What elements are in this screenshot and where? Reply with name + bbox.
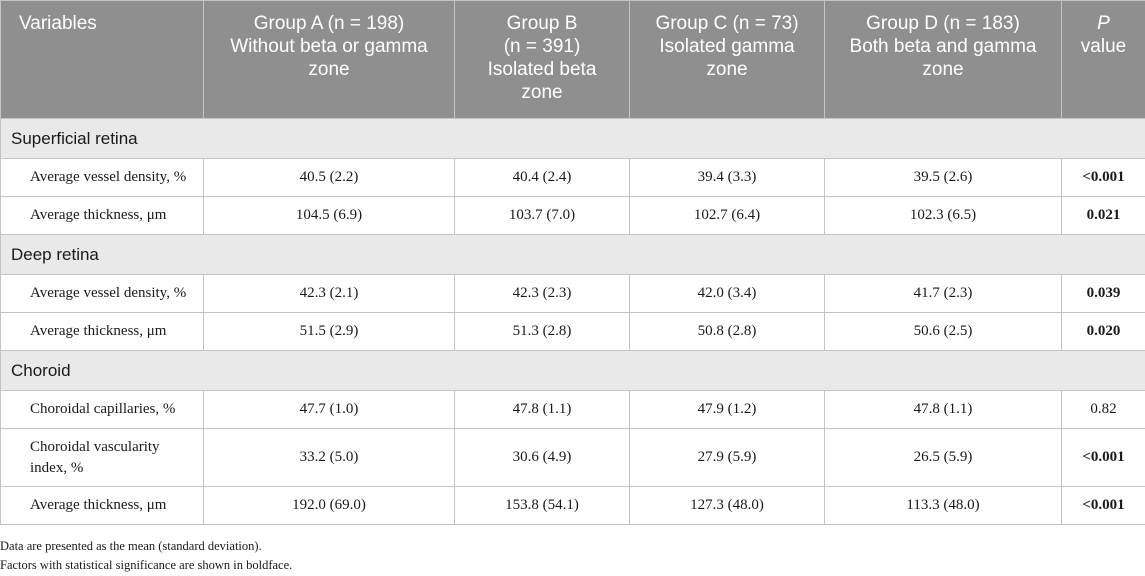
header-group-a: Group A (n = 198) Without beta or gamma … [203, 0, 455, 119]
p-value-cell: <0.001 [1061, 158, 1145, 197]
table-row: Average vessel density, % 40.5 (2.2) 40.… [0, 158, 1145, 197]
value-cell-group-a: 42.3 (2.1) [203, 274, 455, 313]
value-cell-group-d: 113.3 (48.0) [824, 486, 1062, 525]
header-line: Both beta and gamma [849, 36, 1037, 57]
header-line: Variables [19, 13, 97, 34]
value-cell-group-a: 47.7 (1.0) [203, 390, 455, 429]
section-title: Deep retina [0, 234, 1145, 275]
header-line: Group D (n = 183) [866, 13, 1020, 34]
table-row: Average thickness, μm 192.0 (69.0) 153.8… [0, 486, 1145, 525]
section-row-superficial-retina: Superficial retina [0, 118, 1145, 159]
results-table: Variables Group A (n = 198) Without beta… [0, 0, 1145, 525]
value-cell-group-b: 47.8 (1.1) [454, 390, 630, 429]
p-value-cell: 0.021 [1061, 196, 1145, 235]
variable-cell: Average vessel density, % [0, 158, 204, 197]
value-cell-group-a: 40.5 (2.2) [203, 158, 455, 197]
value-cell-group-c: 42.0 (3.4) [629, 274, 825, 313]
header-line: Without beta or gamma [230, 36, 428, 57]
section-title: Superficial retina [0, 118, 1145, 159]
header-line: zone [922, 59, 964, 80]
table-row: Average thickness, μm 104.5 (6.9) 103.7 … [0, 196, 1145, 235]
value-cell-group-b: 40.4 (2.4) [454, 158, 630, 197]
header-line: zone [308, 59, 350, 80]
p-value-cell: 0.020 [1061, 312, 1145, 351]
variable-cell: Average thickness, μm [0, 486, 204, 525]
value-cell-group-c: 127.3 (48.0) [629, 486, 825, 525]
value-cell-group-b: 103.7 (7.0) [454, 196, 630, 235]
variable-cell: Choroidal vascularity index, % [0, 428, 204, 487]
value-cell-group-d: 50.6 (2.5) [824, 312, 1062, 351]
header-row: Variables Group A (n = 198) Without beta… [0, 0, 1145, 119]
value-cell-group-b: 51.3 (2.8) [454, 312, 630, 351]
header-variables: Variables [0, 0, 204, 119]
section-row-choroid: Choroid [0, 350, 1145, 391]
value-cell-group-c: 47.9 (1.2) [629, 390, 825, 429]
value-cell-group-d: 26.5 (5.9) [824, 428, 1062, 487]
variable-cell: Average thickness, μm [0, 196, 204, 235]
value-cell-group-b: 153.8 (54.1) [454, 486, 630, 525]
header-line: zone [521, 82, 563, 103]
header-line: Group B [506, 13, 578, 34]
variable-cell: Average vessel density, % [0, 274, 204, 313]
table-row: Choroidal capillaries, % 47.7 (1.0) 47.8… [0, 390, 1145, 429]
section-title: Choroid [0, 350, 1145, 391]
header-group-b: Group B (n = 391) Isolated beta zone [454, 0, 630, 119]
header-line: Group A (n = 198) [253, 13, 405, 34]
value-cell-group-c: 27.9 (5.9) [629, 428, 825, 487]
value-cell-group-a: 33.2 (5.0) [203, 428, 455, 487]
header-line: (n = 391) [503, 36, 581, 57]
value-cell-group-d: 39.5 (2.6) [824, 158, 1062, 197]
value-cell-group-c: 102.7 (6.4) [629, 196, 825, 235]
p-value-cell: 0.82 [1061, 390, 1145, 429]
value-cell-group-d: 102.3 (6.5) [824, 196, 1062, 235]
header-group-c: Group C (n = 73) Isolated gamma zone [629, 0, 825, 119]
header-group-d: Group D (n = 183) Both beta and gamma zo… [824, 0, 1062, 119]
footnote: Factors with statistical significance ar… [0, 558, 293, 572]
footnote: Data are presented as the mean (standard… [0, 539, 262, 553]
value-cell-group-b: 30.6 (4.9) [454, 428, 630, 487]
p-value-cell: <0.001 [1061, 428, 1145, 487]
value-cell-group-c: 39.4 (3.3) [629, 158, 825, 197]
table-row: Choroidal vascularity index, % 33.2 (5.0… [0, 428, 1145, 487]
header-p-value: P value [1061, 0, 1145, 119]
header-line: Isolated gamma [659, 36, 795, 57]
header-line: Group C (n = 73) [655, 13, 799, 34]
value-cell-group-c: 50.8 (2.8) [629, 312, 825, 351]
header-line: Isolated beta [487, 59, 597, 80]
p-value-cell: 0.039 [1061, 274, 1145, 313]
value-cell-group-b: 42.3 (2.3) [454, 274, 630, 313]
header-p-symbol: P [1097, 13, 1110, 34]
value-cell-group-d: 41.7 (2.3) [824, 274, 1062, 313]
table-row: Average vessel density, % 42.3 (2.1) 42.… [0, 274, 1145, 313]
value-cell-group-d: 47.8 (1.1) [824, 390, 1062, 429]
table-row: Average thickness, μm 51.5 (2.9) 51.3 (2… [0, 312, 1145, 351]
variable-cell: Choroidal capillaries, % [0, 390, 204, 429]
value-cell-group-a: 51.5 (2.9) [203, 312, 455, 351]
section-row-deep-retina: Deep retina [0, 234, 1145, 275]
footnotes: Data are presented as the mean (standard… [0, 537, 292, 575]
p-value-cell: <0.001 [1061, 486, 1145, 525]
header-p-value-word: value [1080, 36, 1127, 57]
value-cell-group-a: 104.5 (6.9) [203, 196, 455, 235]
value-cell-group-a: 192.0 (69.0) [203, 486, 455, 525]
variable-cell: Average thickness, μm [0, 312, 204, 351]
header-line: zone [706, 59, 748, 80]
